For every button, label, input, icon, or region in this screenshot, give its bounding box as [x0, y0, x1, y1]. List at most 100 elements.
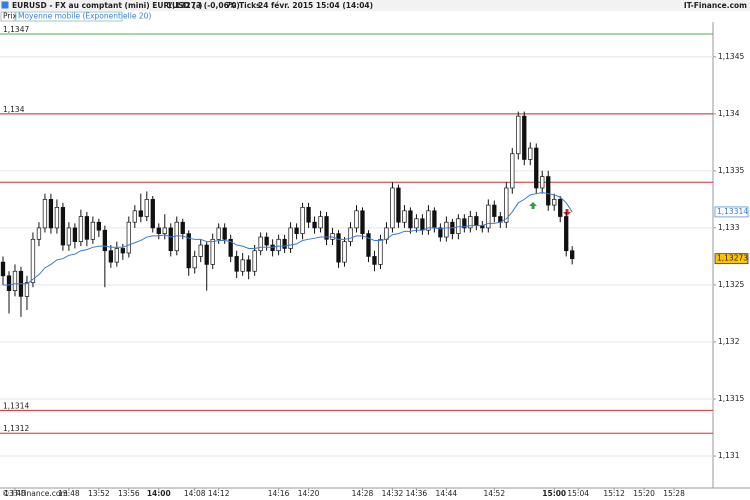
y-tick-label: 1,134 — [718, 109, 740, 118]
x-tick-label: 13:56 — [118, 489, 140, 498]
x-tick-label: 14:36 — [406, 489, 428, 498]
x-tick-label: 15:04 — [567, 489, 589, 498]
x-tick-label: 15:00 — [542, 489, 566, 498]
candle-body — [390, 187, 395, 229]
candle-body — [168, 227, 173, 252]
candle-body — [108, 250, 113, 263]
candle-body — [60, 207, 66, 246]
candle-body — [546, 176, 551, 206]
price-tag — [714, 206, 749, 218]
x-tick-label: 15:28 — [663, 489, 685, 498]
candle-body — [30, 238, 36, 284]
candle-body — [90, 221, 96, 240]
price-tag-label: 1,13314 — [717, 207, 748, 216]
header-icon — [1, 1, 9, 9]
legend-item: Prix — [3, 12, 18, 21]
candle-body — [258, 236, 263, 252]
x-tick-label: 14:28 — [352, 489, 374, 498]
candle-body — [534, 147, 539, 189]
level-label: 1,134 — [3, 105, 25, 114]
candle-body — [102, 229, 108, 252]
candle-body — [408, 210, 413, 229]
candle-body — [468, 216, 473, 229]
x-tick-label: 13:40 — [4, 489, 26, 498]
header-ticks: 70 Ticks — [226, 1, 261, 10]
candle-body — [426, 210, 431, 231]
x-tick-label: 13:48 — [58, 489, 80, 498]
x-tick-label: 15:12 — [603, 489, 625, 498]
candle-body — [84, 216, 90, 240]
y-tick-label: 1,1325 — [718, 280, 744, 289]
candle-body — [522, 115, 527, 160]
candle-body — [504, 187, 509, 223]
candle-body — [360, 210, 365, 234]
candle-body — [366, 233, 371, 257]
candle-body — [36, 227, 42, 240]
candle-body — [48, 199, 54, 229]
candle-body — [6, 275, 12, 292]
candle-body — [252, 250, 257, 272]
candle-body — [438, 227, 443, 238]
x-tick-label: 14:12 — [208, 489, 230, 498]
x-tick-label: 14:44 — [436, 489, 458, 498]
candle-body — [486, 204, 491, 229]
candle-body — [414, 218, 419, 229]
candle-body — [276, 238, 281, 252]
candle-body — [510, 153, 515, 189]
candle-body — [444, 221, 449, 238]
footer: © IT-Finance.com — [2, 489, 68, 498]
y-tick-label: 1,133 — [718, 223, 740, 232]
candle-body — [54, 207, 60, 229]
candle-body — [186, 233, 191, 269]
candle-body — [318, 216, 323, 229]
candle-body — [198, 244, 203, 257]
candle-body — [120, 248, 125, 254]
candle-body — [396, 187, 401, 223]
candle-body — [342, 241, 347, 263]
candle-body — [516, 115, 521, 155]
candle-body — [354, 210, 359, 229]
candle-body — [372, 256, 377, 265]
candle-body — [462, 218, 467, 229]
candle-body — [78, 216, 84, 242]
buy-arrow — [529, 202, 537, 209]
candle-body — [324, 216, 329, 240]
candle-body — [564, 216, 569, 252]
candle-body — [162, 227, 167, 234]
candle-body — [24, 282, 30, 297]
candle-body — [492, 204, 497, 217]
header-last: 1,13273 (-0,06%) — [167, 1, 240, 10]
level-label: 1,1314 — [3, 401, 29, 410]
candle-body — [294, 227, 299, 234]
candle-body — [234, 256, 239, 272]
candle-body — [270, 244, 275, 252]
candle-body — [402, 210, 407, 223]
candle-body — [132, 210, 137, 223]
candle-body — [114, 248, 119, 263]
x-tick-label: 13:52 — [88, 489, 110, 498]
candle-body — [558, 199, 563, 217]
candle-body — [282, 238, 287, 249]
header-date: 24 févr. 2015 15:04 (14:04) — [258, 1, 373, 10]
header-bar — [0, 0, 750, 11]
header-source: IT-Finance.com — [684, 1, 747, 10]
candle-body — [306, 207, 311, 223]
candle-body — [204, 244, 209, 265]
candle-body — [222, 227, 227, 240]
candle-body — [210, 238, 215, 265]
candle-body — [126, 221, 131, 254]
candle-body — [192, 256, 197, 269]
candle-body — [42, 199, 48, 229]
candle-body — [144, 199, 149, 217]
candle-body — [384, 227, 389, 240]
candle-body — [552, 199, 557, 206]
candle-body — [96, 221, 102, 231]
sell-arrow — [563, 209, 571, 216]
candle-body — [456, 218, 461, 234]
candle-body — [66, 227, 72, 246]
price-tag-label: 1,13273 — [717, 254, 748, 263]
header-title: EURUSD - FX au comptant (mini) EUR/USD (… — [12, 1, 202, 10]
candle-body — [432, 210, 437, 229]
candle-body — [348, 227, 353, 242]
candle-body — [12, 270, 18, 292]
